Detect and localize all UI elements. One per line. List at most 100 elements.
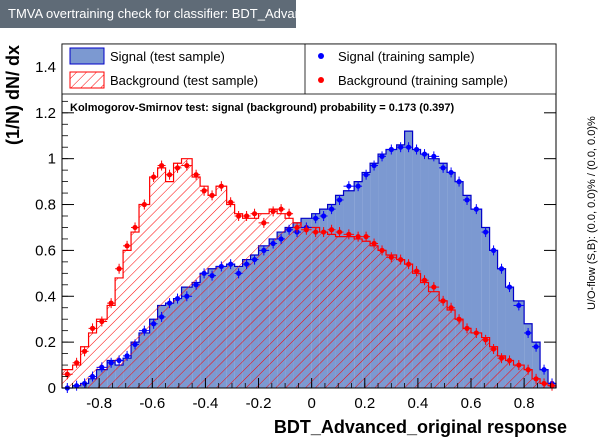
legend-label-background-test: Background (test sample) — [110, 73, 258, 88]
signal-train-point — [226, 259, 235, 270]
y-tick-label: 1 — [48, 151, 56, 168]
background-test-bar — [269, 209, 278, 388]
background-train-point — [301, 224, 312, 235]
y-tick-label: 1.2 — [35, 105, 56, 122]
signal-train-point — [72, 380, 81, 391]
background-train-point — [226, 197, 235, 208]
background-train-point — [131, 222, 140, 233]
signal-train-point — [285, 224, 294, 235]
signal-test-bar — [463, 195, 472, 388]
background-train-point — [370, 238, 379, 249]
signal-train-point — [311, 213, 320, 224]
background-train-point — [208, 190, 217, 201]
background-test-bar — [173, 163, 182, 388]
background-train-point — [447, 302, 456, 313]
background-test-bar — [447, 310, 456, 388]
x-tick-label: -0.8 — [86, 395, 112, 412]
signal-train-point — [396, 142, 405, 153]
background-test-bar — [181, 158, 193, 388]
background-train-point — [428, 282, 440, 293]
background-test-bar — [311, 227, 320, 388]
signal-test-bar — [455, 181, 464, 388]
signal-train-point — [96, 362, 108, 373]
signal-train-point — [362, 169, 371, 180]
background-train-point — [412, 266, 421, 277]
y-tick-label: 0.2 — [35, 334, 56, 351]
signal-test-bar — [489, 250, 498, 388]
background-train-point — [362, 231, 371, 242]
y-tick-label: 1.4 — [35, 59, 56, 76]
signal-train-point — [420, 149, 429, 160]
background-train-point — [88, 323, 97, 334]
background-train-point — [269, 206, 278, 217]
background-train-point — [173, 162, 182, 173]
background-train-point — [165, 169, 174, 180]
background-test-bar — [335, 236, 344, 388]
background-train-point — [285, 208, 294, 219]
signal-test-bar — [447, 172, 456, 388]
background-test-bar — [226, 204, 235, 388]
signal-train-point — [343, 181, 355, 192]
background-test-bar — [455, 319, 464, 388]
signal-train-point — [269, 238, 278, 249]
background-train-point — [497, 353, 506, 364]
signal-train-point — [447, 167, 456, 178]
background-test-bar — [362, 241, 371, 388]
signal-train-point — [242, 259, 251, 270]
legend-label-signal-train: Signal (training sample) — [338, 49, 475, 64]
background-train-point — [327, 224, 336, 235]
background-test-bar — [208, 195, 217, 388]
signal-train-point — [107, 357, 116, 368]
background-test-bar — [378, 250, 387, 388]
signal-test-bar — [524, 323, 533, 388]
signal-train-point — [481, 227, 490, 238]
x-tick-label: -0.2 — [246, 395, 272, 412]
background-test-bar — [439, 300, 448, 388]
y-tick-label: 0.4 — [35, 288, 56, 305]
signal-train-point — [88, 371, 97, 382]
x-axis-label: BDT_Advanced_original response — [274, 417, 567, 437]
background-train-point — [404, 259, 413, 270]
background-test-bar — [412, 273, 421, 388]
background-test-bar — [250, 218, 259, 388]
background-train-point — [548, 380, 556, 391]
background-train-point — [157, 160, 166, 171]
signal-test-bar — [428, 158, 440, 388]
signal-train-point — [250, 254, 259, 265]
background-test-bar — [165, 181, 174, 388]
y-tick-label: 0.6 — [35, 242, 56, 259]
background-train-point — [481, 334, 490, 345]
background-train-point — [540, 378, 549, 389]
signal-test-bar — [481, 227, 490, 388]
background-train-point — [192, 169, 201, 180]
background-train-point — [250, 208, 259, 219]
background-test-bar — [428, 291, 440, 388]
background-test-bar — [149, 177, 158, 388]
signal-test-bar — [471, 209, 482, 388]
background-test-bar — [72, 365, 81, 388]
legend-label-signal-test: Signal (test sample) — [110, 49, 225, 64]
signal-train-point — [181, 291, 193, 302]
background-test-bar — [471, 332, 482, 388]
underflow-overflow-note: U/O-flow (S,B): (0.0, 0.0)% / (0.0, 0.0)… — [586, 116, 598, 310]
signal-training-points — [62, 142, 556, 393]
signal-train-point — [277, 233, 286, 244]
signal-train-point — [532, 341, 541, 352]
signal-train-point — [327, 204, 336, 215]
background-test-bar — [293, 222, 302, 388]
signal-train-point — [258, 245, 270, 256]
signal-test-bar — [505, 287, 514, 388]
background-test-bar — [396, 259, 405, 388]
background-test-bar — [131, 232, 140, 388]
signal-train-point — [200, 268, 209, 279]
signal-train-point — [471, 204, 482, 215]
background-test-bar — [489, 346, 498, 388]
background-test-bar — [115, 277, 124, 388]
background-train-point — [115, 263, 124, 274]
background-train-point — [258, 217, 270, 228]
signal-train-point — [455, 176, 464, 187]
legend-label-background-train: Background (training sample) — [338, 73, 508, 88]
background-train-point — [420, 275, 429, 286]
signal-train-point — [192, 279, 201, 290]
